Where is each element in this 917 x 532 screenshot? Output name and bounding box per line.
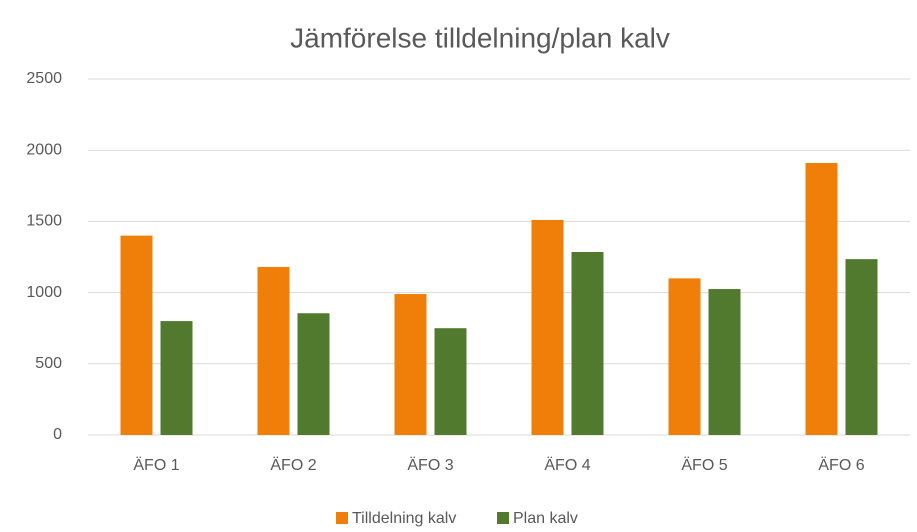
y-tick-label: 1000: [26, 284, 62, 301]
bar: [571, 252, 604, 435]
y-tick-label: 0: [53, 426, 62, 443]
x-tick-label: ÄFO 3: [407, 456, 453, 474]
y-tick-label: 2500: [26, 70, 62, 87]
bar: [394, 294, 427, 435]
legend-swatch: [336, 512, 348, 524]
bar: [434, 328, 467, 435]
legend-label: Plan kalv: [513, 510, 578, 527]
bar: [160, 321, 193, 435]
bar: [297, 313, 330, 435]
bar: [805, 163, 838, 436]
x-tick-label: ÄFO 5: [681, 456, 727, 474]
x-tick-label: ÄFO 6: [818, 456, 864, 474]
y-tick-label: 2000: [26, 141, 62, 158]
bar: [531, 219, 564, 435]
legend-swatch: [497, 512, 509, 524]
bar: [845, 259, 878, 435]
bar: [668, 278, 701, 435]
bar: [708, 289, 741, 435]
bar: [257, 266, 290, 435]
legend-label: Tilldelning kalv: [352, 510, 456, 527]
chart-title: Jämförelse tilldelning/plan kalv: [290, 22, 670, 53]
bar: [120, 235, 153, 435]
y-tick-label: 1500: [26, 213, 62, 230]
x-tick-label: ÄFO 4: [544, 456, 590, 474]
x-tick-label: ÄFO 2: [270, 456, 316, 474]
x-tick-label: ÄFO 1: [133, 456, 179, 474]
y-tick-label: 500: [35, 355, 62, 372]
